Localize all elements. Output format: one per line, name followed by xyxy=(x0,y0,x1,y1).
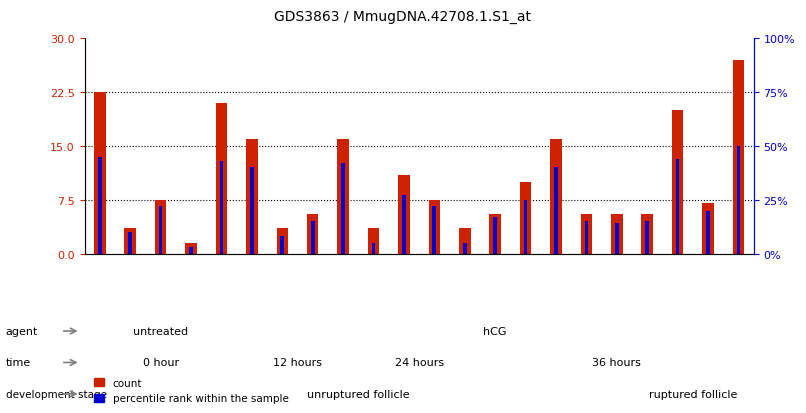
Bar xyxy=(675,159,679,254)
Bar xyxy=(433,207,436,254)
Bar xyxy=(402,196,405,254)
Bar xyxy=(368,229,380,254)
Bar xyxy=(372,243,376,254)
Bar xyxy=(189,247,193,254)
Bar xyxy=(429,200,440,254)
Text: agent: agent xyxy=(6,326,38,336)
Bar xyxy=(128,233,132,254)
Bar xyxy=(733,61,744,254)
Bar xyxy=(611,215,622,254)
Bar xyxy=(185,243,197,254)
Bar xyxy=(737,147,740,254)
Text: 36 hours: 36 hours xyxy=(592,358,642,368)
Text: untreated: untreated xyxy=(133,326,189,336)
Text: ruptured follicle: ruptured follicle xyxy=(649,389,737,399)
Text: 12 hours: 12 hours xyxy=(273,358,322,368)
Bar xyxy=(463,243,467,254)
Text: 24 hours: 24 hours xyxy=(395,358,443,368)
Bar xyxy=(580,215,592,254)
Bar xyxy=(250,168,254,254)
Bar xyxy=(459,229,471,254)
Bar xyxy=(489,215,501,254)
Bar xyxy=(672,111,683,254)
Text: GDS3863 / MmugDNA.42708.1.S1_at: GDS3863 / MmugDNA.42708.1.S1_at xyxy=(275,10,531,24)
Bar xyxy=(520,183,531,254)
Bar xyxy=(124,229,136,254)
Bar xyxy=(94,93,106,254)
Bar xyxy=(311,222,314,254)
Text: hCG: hCG xyxy=(484,326,507,336)
Bar xyxy=(246,140,258,254)
Bar xyxy=(615,224,619,254)
Bar xyxy=(706,211,710,254)
Bar xyxy=(702,204,714,254)
Bar xyxy=(216,104,227,254)
Bar xyxy=(550,140,562,254)
Bar xyxy=(584,222,588,254)
Bar xyxy=(554,168,558,254)
Bar xyxy=(646,222,649,254)
Bar xyxy=(159,207,163,254)
Text: time: time xyxy=(6,358,31,368)
Bar xyxy=(280,237,285,254)
Bar xyxy=(398,175,409,254)
Text: 0 hour: 0 hour xyxy=(143,358,179,368)
Bar xyxy=(98,157,102,254)
Bar xyxy=(276,229,288,254)
Bar xyxy=(338,140,349,254)
Text: development stage: development stage xyxy=(6,389,106,399)
Bar xyxy=(642,215,653,254)
Bar xyxy=(524,200,527,254)
Bar xyxy=(155,200,166,254)
Legend: count, percentile rank within the sample: count, percentile rank within the sample xyxy=(89,374,293,407)
Bar xyxy=(307,215,318,254)
Text: unruptured follicle: unruptured follicle xyxy=(307,389,409,399)
Bar xyxy=(219,161,223,254)
Bar xyxy=(493,218,497,254)
Bar xyxy=(341,164,345,254)
